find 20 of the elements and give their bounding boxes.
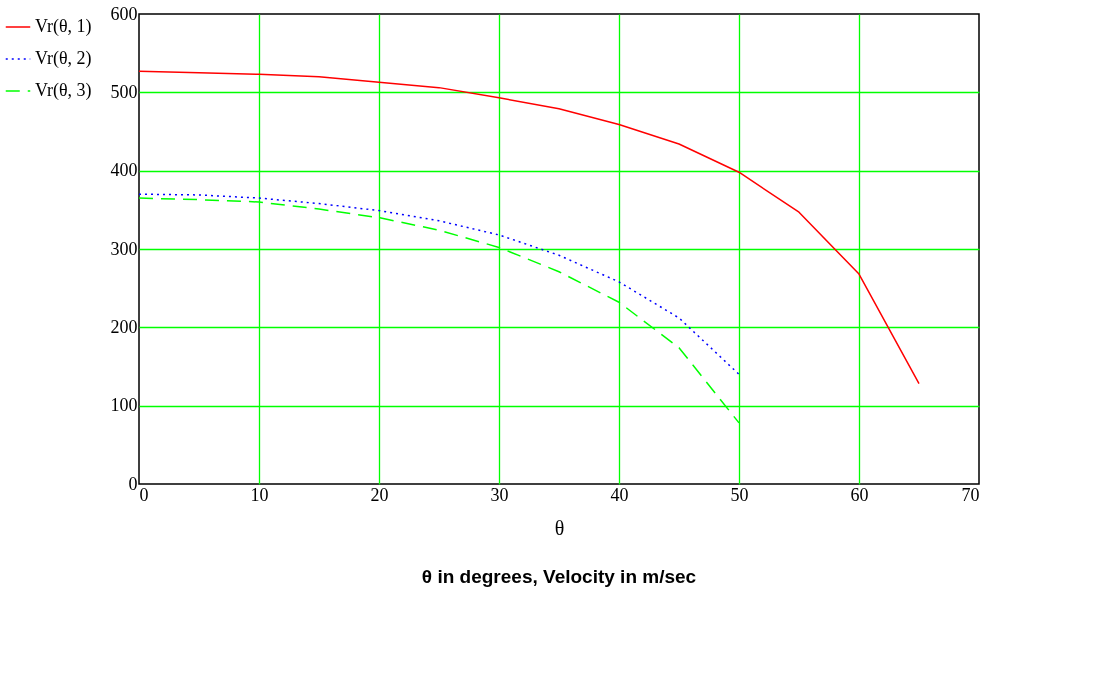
x-tick-label: 20 — [370, 484, 389, 505]
y-tick-label: 400 — [110, 160, 138, 181]
legend-label: Vr(θ, 1) — [35, 16, 92, 37]
x-tick-label: 70 — [961, 484, 980, 505]
line-series — [138, 70, 920, 385]
x-tick-label: 10 — [250, 484, 269, 505]
x-tick-label: 50 — [730, 484, 749, 505]
legend-label: Vr(θ, 3) — [35, 80, 92, 101]
legend-label: Vr(θ, 2) — [35, 48, 92, 69]
x-tick-label: 30 — [490, 484, 509, 505]
y-tick-label: 500 — [110, 81, 138, 102]
y-tick-label: 600 — [110, 3, 138, 24]
x-tick-label: 60 — [850, 484, 869, 505]
text: θ in degrees, Velocity in m/sec — [421, 566, 697, 587]
x-tick-label: 40 — [610, 484, 629, 505]
y-tick-label: 200 — [110, 316, 138, 337]
line-series — [138, 193, 740, 376]
y-tick-label: 100 — [110, 395, 138, 416]
x-axis-title: θ — [554, 516, 565, 539]
y-tick-label: 300 — [110, 238, 138, 259]
